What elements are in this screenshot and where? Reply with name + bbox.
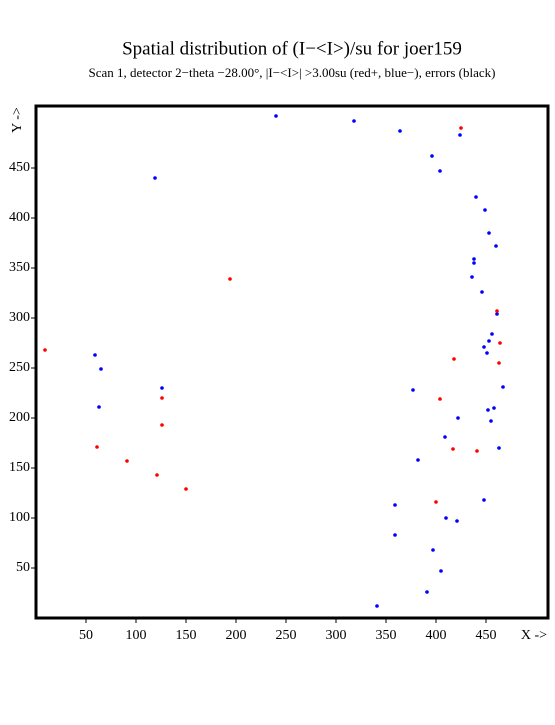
- point: [485, 351, 489, 355]
- y-axis-label: Y ->: [10, 107, 25, 133]
- point: [480, 290, 484, 294]
- x-tick-label: 300: [326, 628, 347, 643]
- y-tick-label: 200: [9, 410, 30, 425]
- point: [456, 416, 460, 420]
- point: [487, 339, 491, 343]
- point: [495, 312, 499, 316]
- point: [274, 114, 278, 118]
- point: [498, 341, 502, 345]
- point: [451, 447, 455, 451]
- point: [489, 419, 493, 423]
- point: [474, 195, 478, 199]
- point: [99, 367, 103, 371]
- point: [425, 590, 429, 594]
- point: [352, 119, 356, 123]
- x-tick-label: 350: [376, 628, 397, 643]
- plot-frame: [34, 104, 550, 620]
- point: [459, 126, 463, 130]
- x-tick-label: 50: [79, 628, 93, 643]
- point: [398, 129, 402, 133]
- x-tick-label: 450: [476, 628, 497, 643]
- point: [482, 345, 486, 349]
- point: [160, 396, 164, 400]
- x-tick-label: 400: [426, 628, 447, 643]
- x-tick-label: 100: [126, 628, 147, 643]
- point: [184, 487, 188, 491]
- point: [439, 569, 443, 573]
- y-tick-label: 300: [9, 310, 30, 325]
- point: [494, 244, 498, 248]
- x-axis-label: X ->: [521, 628, 547, 643]
- x-tick-label: 200: [226, 628, 247, 643]
- point: [443, 435, 447, 439]
- y-tick-label: 350: [9, 260, 30, 275]
- point: [482, 498, 486, 502]
- point: [228, 277, 232, 281]
- point: [393, 503, 397, 507]
- point: [153, 176, 157, 180]
- point: [497, 446, 501, 450]
- point: [501, 385, 505, 389]
- point: [470, 275, 474, 279]
- point: [438, 169, 442, 173]
- point: [434, 500, 438, 504]
- point: [483, 208, 487, 212]
- point: [155, 473, 159, 477]
- point: [375, 604, 379, 608]
- chart-subtitle: Scan 1, detector 2−theta −28.00°, |I−<I>…: [89, 65, 496, 80]
- point: [475, 449, 479, 453]
- point: [495, 309, 499, 313]
- point: [430, 154, 434, 158]
- point: [458, 133, 462, 137]
- point: [411, 388, 415, 392]
- point: [452, 357, 456, 361]
- point: [431, 548, 435, 552]
- y-tick-label: 450: [9, 160, 30, 175]
- point: [438, 397, 442, 401]
- point: [487, 231, 491, 235]
- point: [393, 533, 397, 537]
- point: [416, 458, 420, 462]
- y-tick-label: 100: [9, 510, 30, 525]
- x-tick-label: 150: [176, 628, 197, 643]
- y-tick-label: 400: [9, 210, 30, 225]
- point: [490, 332, 494, 336]
- chart-title: Spatial distribution of (I−<I>)/su for j…: [122, 38, 462, 59]
- point: [125, 459, 129, 463]
- point: [160, 386, 164, 390]
- point: [43, 348, 47, 352]
- point: [492, 406, 496, 410]
- point: [486, 408, 490, 412]
- point: [160, 423, 164, 427]
- point: [97, 405, 101, 409]
- point: [444, 516, 448, 520]
- point: [472, 257, 476, 261]
- y-tick-label: 50: [16, 560, 30, 575]
- y-tick-label: 250: [9, 360, 30, 375]
- point: [497, 361, 501, 365]
- x-tick-label: 250: [276, 628, 297, 643]
- point: [95, 445, 99, 449]
- point: [472, 261, 476, 265]
- y-tick-label: 150: [9, 460, 30, 475]
- point: [93, 353, 97, 357]
- point: [455, 519, 459, 523]
